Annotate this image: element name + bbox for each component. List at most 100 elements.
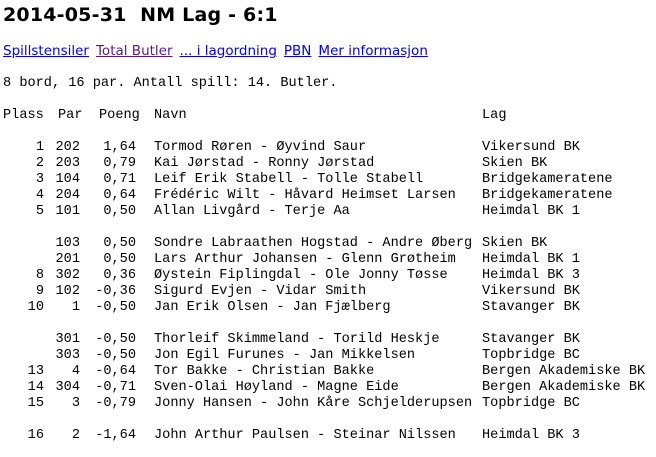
cell-par: 203 (55, 156, 80, 171)
cell-poeng: 0,50 (103, 204, 136, 219)
cell-lag: Topbridge BC (482, 348, 580, 363)
cell-lag: Stavanger BK (482, 332, 580, 347)
cell-par: 302 (55, 268, 80, 283)
cell-par: 201 (55, 252, 80, 267)
cell-lag: Heimdal BK 1 (482, 204, 580, 219)
cell-poeng: 0,50 (103, 252, 136, 267)
table-row: 10 1 -0,50 Jan Erik Olsen - Jan Fjælberg Sta… (0, 300, 656, 316)
table-row: 103 0,50 Sondre Labraathen Hogstad - Andre… (0, 236, 656, 252)
header-lag: Lag (482, 108, 507, 123)
header-plass: Plass (3, 108, 44, 123)
cell-lag: Bridgekameratene (482, 172, 613, 187)
cell-lag: Skien BK (482, 236, 548, 251)
table-row: 301 -0,50 Thorleif Skimmeland - Torild Hes… (0, 332, 656, 348)
cell-poeng: 0,71 (103, 172, 136, 187)
cell-lag: Heimdal BK 3 (482, 428, 580, 443)
cell-plass: 5 (35, 204, 44, 219)
cell-lag: Bergen Akademiske BK (482, 364, 646, 379)
cell-poeng: -0,50 (95, 300, 136, 315)
cell-plass: 2 (35, 156, 44, 171)
cell-lag: Bergen Akademiske BK (482, 380, 646, 395)
cell-plass: 10 (27, 300, 44, 315)
cell-navn: Frédéric Wilt - Håvard Heimset Larsen (154, 188, 456, 203)
cell-par: 104 (55, 172, 80, 187)
cell-plass: 13 (27, 364, 44, 379)
cell-par: 303 (55, 348, 80, 363)
cell-par: 101 (55, 204, 80, 219)
cell-lag: Heimdal BK 1 (482, 252, 580, 267)
cell-navn: Leif Erik Stabell - Tolle Stabell (154, 172, 424, 187)
cell-poeng: 0,36 (103, 268, 136, 283)
cell-navn: Øystein Fiplingdal - Ole Jonny Tøsse (154, 268, 448, 283)
cell-lag: Vikersund BK (482, 140, 580, 155)
cell-plass: 16 (27, 428, 44, 443)
cell-poeng: 0,79 (103, 156, 136, 171)
cell-navn: Lars Arthur Johansen - Glenn Grøtheim (154, 252, 456, 267)
table-row: 9 102 -0,36 Sigurd Evjen - Vidar Smith Viker… (0, 284, 656, 300)
cell-plass: 14 (27, 380, 44, 395)
link-i-lagordning[interactable]: ... i lagordning (179, 43, 277, 59)
table-row: 15 3 -0,79 Jonny Hansen - John Kåre Schjeld… (0, 396, 656, 412)
table-row: 201 0,50 Lars Arthur Johansen - Glenn Grøt… (0, 252, 656, 268)
cell-navn: Allan Livgård - Terje Aa (154, 204, 350, 219)
cell-par: 301 (55, 332, 80, 347)
header-navn: Navn (154, 108, 187, 123)
cell-navn: Jonny Hansen - John Kåre Schjelderupsen (154, 396, 473, 411)
cell-par: 304 (55, 380, 80, 395)
cell-lag: Vikersund BK (482, 284, 580, 299)
table-row: 303 -0,50 Jon Egil Furunes - Jan Mikkelsen… (0, 348, 656, 364)
cell-poeng: 1,64 (103, 140, 136, 155)
cell-par: 103 (55, 236, 80, 251)
cell-par: 204 (55, 188, 80, 203)
cell-lag: Bridgekameratene (482, 188, 613, 203)
table-row: 13 4 -0,64 Tor Bakke - Christian Bakke Berge… (0, 364, 656, 380)
link-pbn[interactable]: PBN (283, 43, 312, 59)
cell-navn: Kai Jørstad - Ronny Jørstad (154, 156, 375, 171)
table-row: 4 204 0,64 Frédéric Wilt - Håvard Heimset L… (0, 188, 656, 204)
cell-poeng: -0,50 (95, 332, 136, 347)
event-info: 8 bord, 16 par. Antall spill: 14. Butler… (3, 76, 338, 91)
cell-navn: Thorleif Skimmeland - Torild Heskje (154, 332, 440, 347)
link-total-butler[interactable]: Total Butler (95, 43, 173, 59)
link-spillstensiler[interactable]: Spillstensiler (3, 43, 89, 59)
table-row: 8 302 0,36 Øystein Fiplingdal - Ole Jonny T… (0, 268, 656, 284)
header-poeng: Poeng (99, 108, 140, 123)
cell-par: 2 (71, 428, 80, 443)
cell-poeng: -0,71 (95, 380, 136, 395)
link-mer-informasjon[interactable]: Mer informasjon (318, 43, 428, 59)
nav-links: Spillstensiler Total Butler ... i lagordni… (3, 43, 435, 59)
cell-par: 202 (55, 140, 80, 155)
cell-plass: 1 (35, 140, 44, 155)
table-row: 2 203 0,79 Kai Jørstad - Ronny Jørstad Skien… (0, 156, 656, 172)
cell-navn: Tormod Røren - Øyvind Saur (154, 140, 367, 155)
cell-navn: Sigurd Evjen - Vidar Smith (154, 284, 367, 299)
cell-poeng: -0,36 (95, 284, 136, 299)
table-row: 14 304 -0,71 Sven-Olai Høyland - Magne Eide… (0, 380, 656, 396)
cell-lag: Topbridge BC (482, 396, 580, 411)
cell-lag: Skien BK (482, 156, 548, 171)
page-title: 2014-05-31 NM Lag - 6:1 (3, 4, 278, 26)
cell-poeng: 0,64 (103, 188, 136, 203)
cell-navn: Sven-Olai Høyland - Magne Eide (154, 380, 399, 395)
cell-plass: 4 (35, 188, 44, 203)
cell-navn: John Arthur Paulsen - Steinar Nilssen (154, 428, 456, 443)
cell-poeng: 0,50 (103, 236, 136, 251)
cell-plass: 8 (35, 268, 44, 283)
cell-plass: 9 (35, 284, 44, 299)
table-row: 16 2 -1,64 John Arthur Paulsen - Steinar Ni… (0, 428, 656, 444)
table-header: Plass Par Poeng Navn Lag (0, 108, 656, 124)
table-row: 5 101 0,50 Allan Livgård - Terje Aa Heimdal … (0, 204, 656, 220)
cell-plass: 3 (35, 172, 44, 187)
cell-par: 1 (71, 300, 80, 315)
cell-poeng: -0,50 (95, 348, 136, 363)
cell-poeng: -0,64 (95, 364, 136, 379)
cell-lag: Stavanger BK (482, 300, 580, 315)
cell-poeng: -1,64 (95, 428, 136, 443)
cell-poeng: -0,79 (95, 396, 136, 411)
cell-par: 3 (71, 396, 80, 411)
cell-plass: 15 (27, 396, 44, 411)
cell-navn: Jan Erik Olsen - Jan Fjælberg (154, 300, 391, 315)
header-par: Par (58, 108, 83, 123)
cell-lag: Heimdal BK 3 (482, 268, 580, 283)
cell-navn: Sondre Labraathen Hogstad - Andre Øberg (154, 236, 473, 251)
